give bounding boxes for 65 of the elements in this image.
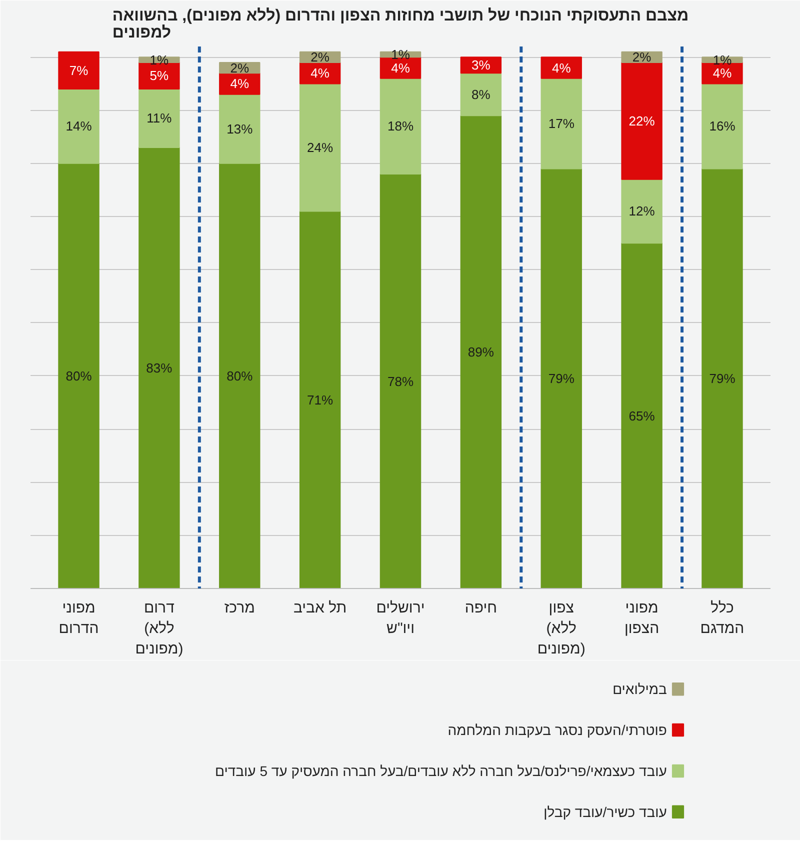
data-label: 78% (387, 374, 414, 389)
bar (219, 162, 260, 588)
bar (702, 168, 743, 588)
data-label: 89% (468, 344, 494, 360)
bar (540, 56, 582, 79)
data-label: 2% (230, 60, 250, 76)
bar (460, 115, 502, 588)
bar (621, 242, 662, 588)
bar (58, 162, 100, 588)
data-label: 12% (628, 204, 656, 219)
data-label: 4% (230, 76, 250, 92)
bar (299, 210, 341, 588)
bar (380, 174, 422, 588)
legend-label: עובד כעצמאי/פרילנס/בעל חברה ללא עובדים/בעל חברה המעסיק עד 5 עובדים (215, 762, 667, 779)
data-label: 80% (226, 368, 254, 384)
data-label: 17% (548, 116, 575, 132)
x-tick-label: מפוני הצפון (624, 600, 660, 637)
x-tick-label: דרום (ללא מפונים) (135, 600, 184, 658)
x-tick-label: מרכז (224, 600, 255, 616)
data-label: 83% (146, 360, 173, 376)
legend-label: פוטרתי/העסק נסגר בעקבות המלחמה (448, 722, 667, 738)
data-label: 79% (548, 371, 575, 386)
bar (138, 146, 180, 588)
bar (702, 83, 743, 170)
data-label: 2% (310, 50, 330, 65)
bar (621, 62, 662, 180)
data-label: 24% (307, 140, 334, 155)
bar (460, 72, 502, 116)
data-label: 16% (709, 118, 736, 134)
x-tick-label: ירושלים ויו"ש (376, 600, 425, 637)
chart-title: מצבם התעסוקתי הנוכחי של תושבי מחוזות הצפון והדרום (ללא מפונים), בהשוואה למפונים (112, 6, 689, 42)
x-tick-label: תל אביב (293, 600, 347, 616)
data-label: 18% (387, 118, 414, 134)
x-tick-label: חיפה (464, 600, 497, 616)
bar (621, 178, 662, 244)
data-label: 79% (709, 371, 736, 386)
x-tick-label: כלל המדגם (700, 600, 744, 637)
data-label: 7% (69, 62, 89, 78)
data-label: 4% (552, 60, 572, 76)
data-label: 71% (307, 392, 334, 408)
data-label: 4% (391, 60, 410, 76)
data-label: 11% (146, 110, 172, 126)
bar (540, 168, 582, 588)
data-label: 14% (66, 118, 92, 134)
data-label: 4% (712, 66, 732, 81)
data-label: 13% (226, 121, 254, 136)
legend-label: עובד כשיר/עובד קבלן (544, 804, 667, 820)
data-label: 80% (66, 368, 92, 384)
bar (138, 88, 180, 148)
legend-label: במילואים (612, 681, 667, 698)
data-label: 4% (310, 66, 330, 81)
data-label: 65% (628, 408, 656, 424)
bar (380, 78, 422, 175)
data-label: 22% (628, 113, 656, 128)
bar (540, 78, 582, 170)
data-label: 8% (472, 86, 491, 102)
bar (219, 94, 260, 164)
bar (58, 88, 100, 164)
data-label: 3% (472, 58, 491, 73)
bar (58, 51, 100, 90)
x-tick-label: צפון (ללא מפונים) (537, 600, 586, 658)
data-label: 2% (632, 50, 652, 65)
bar (299, 83, 341, 212)
x-tick-label: מפוני הדרום (58, 600, 99, 637)
data-label: 5% (150, 68, 170, 84)
